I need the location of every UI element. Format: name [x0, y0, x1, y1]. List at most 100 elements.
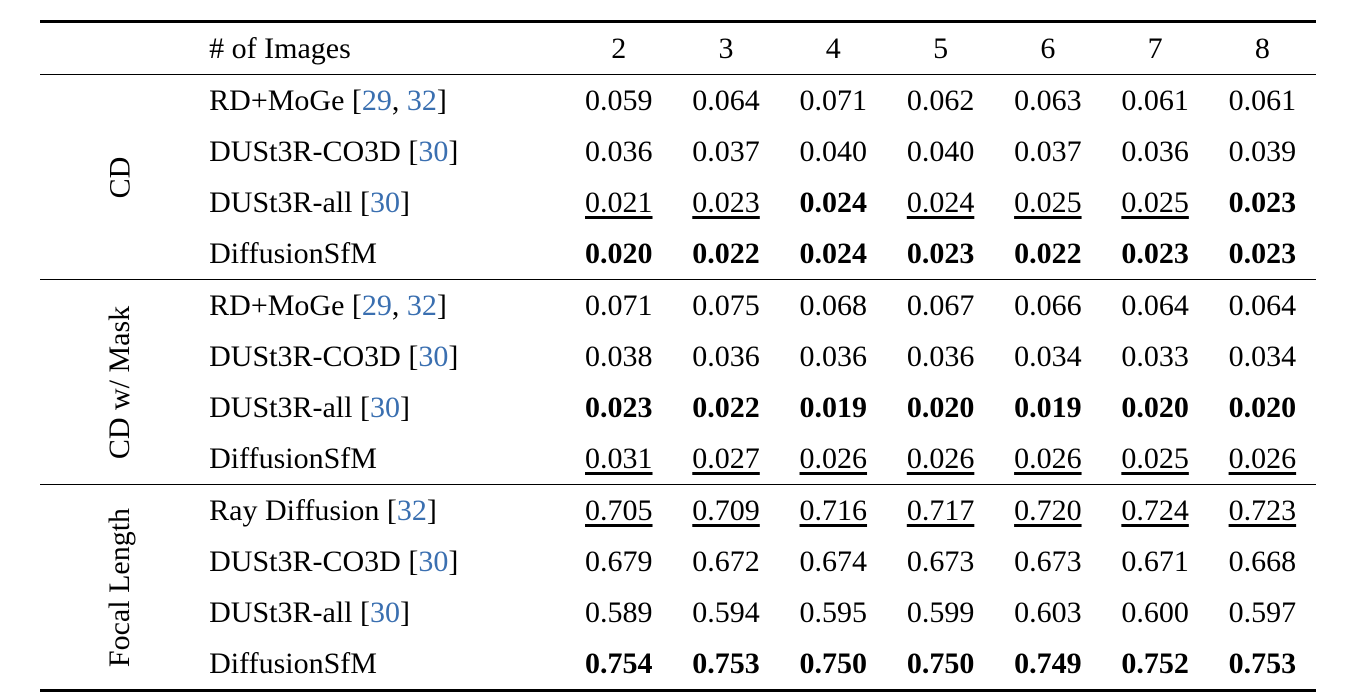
value-text: 0.061: [1229, 84, 1297, 117]
value-text: 0.026: [1014, 442, 1082, 475]
value-cell: 0.064: [1101, 280, 1208, 332]
value-cell: 0.709: [672, 485, 779, 537]
method-cell: DUSt3R-CO3D [30]: [199, 536, 565, 587]
table-row: DUSt3R-CO3D [30] 0.679 0.6720.674 0.673 0.67…: [40, 536, 1316, 587]
citation-ref[interactable]: 32: [407, 84, 437, 117]
cite-bracket-open: [: [360, 391, 370, 424]
value-cell: 0.673: [887, 536, 994, 587]
value-cell: 0.674: [780, 536, 887, 587]
value-text: 0.024: [800, 237, 868, 270]
group-label: Focal Length: [97, 508, 142, 667]
method-name: DUSt3R-all: [209, 391, 352, 424]
method-name: DiffusionSfM: [209, 442, 377, 475]
method-name: RD+MoGe: [209, 289, 344, 322]
value-text: 0.594: [692, 596, 760, 629]
citation-ref[interactable]: 30: [418, 545, 448, 578]
value-text: 0.022: [692, 237, 760, 270]
value-text: 0.063: [1014, 84, 1082, 117]
value-cell: 0.020: [1101, 382, 1208, 433]
value-cell: 0.036: [565, 126, 672, 177]
value-cell: 0.061: [1209, 75, 1316, 127]
table-row: DiffusionSfM0.0200.0220.0240.0230.0220.0…: [40, 228, 1316, 280]
value-text: 0.705: [585, 494, 653, 527]
cite-bracket-close: ]: [400, 391, 410, 424]
method-name: Ray Diffusion: [209, 494, 379, 527]
value-text: 0.022: [1014, 237, 1082, 270]
value-cell: 0.668: [1209, 536, 1316, 587]
cite-bracket-close: ]: [400, 596, 410, 629]
table-row: DUSt3R-CO3D [30]0.0380.0360.0360.0360.03…: [40, 331, 1316, 382]
citation-ref[interactable]: 30: [418, 135, 448, 168]
group-label-cell: CD: [40, 75, 199, 127]
value-text: 0.597: [1229, 596, 1297, 629]
results-table: # of Images 2 3 4 5 6 7 8 CD RD+MoGe [29,…: [40, 20, 1316, 692]
group-label: CD w/ Mask: [97, 306, 142, 459]
citation-ref[interactable]: 29: [362, 289, 392, 322]
value-cell: 0.071: [780, 75, 887, 127]
header-row: # of Images 2 3 4 5 6 7 8: [40, 22, 1316, 75]
value-text: 0.020: [1229, 391, 1297, 424]
method-name: RD+MoGe: [209, 84, 344, 117]
value-text: 0.034: [1014, 340, 1082, 373]
value-text: 0.025: [1014, 186, 1082, 219]
citation-ref[interactable]: 29: [362, 84, 392, 117]
citation-ref[interactable]: 30: [418, 340, 448, 373]
citation-ref[interactable]: 30: [370, 186, 400, 219]
value-cell: 0.022: [672, 382, 779, 433]
table-row: CD w/ MaskRD+MoGe [29, 32]0.0710.0750.06…: [40, 280, 1316, 332]
value-text: 0.673: [907, 545, 975, 578]
value-text: 0.034: [1229, 340, 1297, 373]
value-text: 0.679: [585, 545, 653, 578]
value-cell: 0.039: [1209, 126, 1316, 177]
value-text: 0.026: [1229, 442, 1297, 475]
group-label-spacer: [40, 228, 199, 280]
value-text: 0.036: [800, 340, 868, 373]
value-text: 0.025: [1121, 186, 1189, 219]
value-cell: 0.024: [887, 177, 994, 228]
header-spacer-group: [40, 22, 199, 75]
value-cell: 0.673: [994, 536, 1101, 587]
value-cell: 0.036: [887, 331, 994, 382]
value-cell: 0.036: [1101, 126, 1208, 177]
value-cell: 0.037: [994, 126, 1101, 177]
value-text: 0.668: [1229, 545, 1297, 578]
citation-ref[interactable]: 30: [370, 391, 400, 424]
value-cell: 0.597: [1209, 587, 1316, 638]
value-cell: 0.025: [1101, 433, 1208, 485]
header-col-6: 6: [994, 22, 1101, 75]
citation-ref[interactable]: 32: [397, 494, 427, 527]
method-name: DUSt3R-CO3D: [209, 545, 401, 578]
value-cell: 0.031: [565, 433, 672, 485]
cite-bracket-open: [: [408, 545, 418, 578]
value-cell: 0.022: [672, 228, 779, 280]
value-cell: 0.064: [672, 75, 779, 127]
value-text: 0.673: [1014, 545, 1082, 578]
value-cell: 0.075: [672, 280, 779, 332]
value-cell: 0.599: [887, 587, 994, 638]
value-text: 0.075: [692, 289, 760, 322]
cite-bracket-close: ]: [427, 494, 437, 527]
value-cell: 0.705: [565, 485, 672, 537]
value-cell: 0.024: [780, 228, 887, 280]
cite-bracket-close: ]: [448, 545, 458, 578]
value-cell: 0.061: [1101, 75, 1208, 127]
value-text: 0.023: [907, 237, 975, 270]
value-text: 0.723: [1229, 494, 1297, 527]
citation-ref[interactable]: 30: [370, 596, 400, 629]
header-col-8: 8: [1209, 22, 1316, 75]
value-text: 0.062: [907, 84, 975, 117]
table-row: DiffusionSfM0.7540.7530.7500.7500.7490.7…: [40, 638, 1316, 691]
value-text: 0.061: [1121, 84, 1189, 117]
value-text: 0.037: [692, 135, 760, 168]
value-text: 0.750: [800, 647, 868, 680]
method-cell: DUSt3R-all [30]: [199, 382, 565, 433]
value-text: 0.037: [1014, 135, 1082, 168]
value-cell: 0.023: [565, 382, 672, 433]
citation-ref[interactable]: 32: [407, 289, 437, 322]
value-text: 0.036: [907, 340, 975, 373]
value-cell: 0.672: [672, 536, 779, 587]
value-text: 0.067: [907, 289, 975, 322]
value-text: 0.019: [1014, 391, 1082, 424]
cite-separator: ,: [392, 289, 407, 322]
value-cell: 0.752: [1101, 638, 1208, 691]
